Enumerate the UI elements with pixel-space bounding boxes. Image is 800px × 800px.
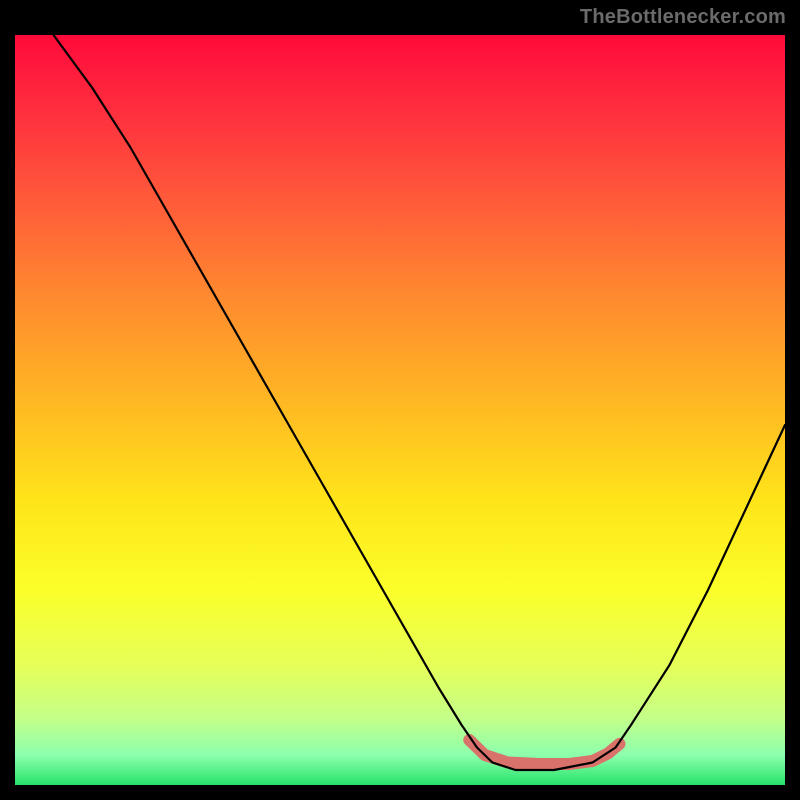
plot-area: [15, 35, 785, 785]
watermark-text: TheBottlenecker.com: [580, 6, 786, 29]
chart-frame: TheBottlenecker.com: [0, 0, 800, 800]
curve-layer: [15, 35, 785, 785]
bottleneck-curve: [54, 35, 786, 770]
